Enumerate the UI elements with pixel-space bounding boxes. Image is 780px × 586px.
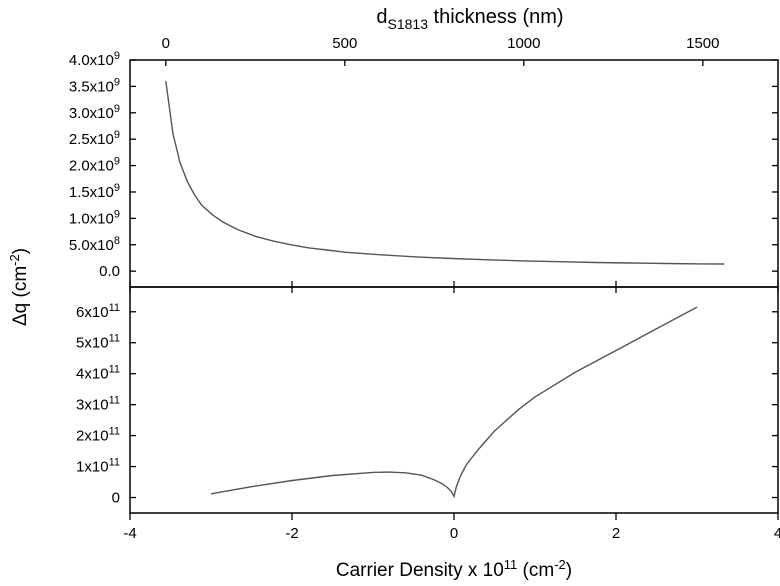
bottom-ytick-label-exp: 11 — [109, 457, 120, 469]
top-ytick-label-exp: 9 — [114, 208, 120, 220]
bottom-ytick-label-mant: 6x10 — [76, 304, 109, 321]
bottom-series-line — [210, 306, 698, 499]
bottom-ytick-label: 4x1011 — [76, 364, 120, 383]
top-ytick-label: 1.0x109 — [69, 208, 120, 227]
top-ytick-label: 3.0x109 — [69, 103, 120, 122]
top-ytick-label: 2.5x109 — [69, 129, 120, 148]
top-ytick-label-mant: 3.5x10 — [69, 78, 114, 95]
bottom-panel-frame — [129, 286, 779, 514]
bottom-ytick-label-mant: 4x10 — [76, 366, 109, 383]
top-ytick-label: 3.5x109 — [69, 76, 120, 95]
bottom-ytick-label-mant: 0 — [112, 490, 120, 507]
top-ytick-label-exp: 9 — [114, 182, 120, 194]
bottom-panel-ticks: -4 -2 0 2 401x10112x10113x10114x10115x10116x… — [76, 281, 780, 542]
top-ytick-label: 0.0 — [99, 263, 120, 280]
top-ytick-label: 2.0x109 — [69, 156, 120, 175]
bottom-ytick-label-mant: 2x10 — [76, 428, 109, 445]
y-axis-label-exp: -2 — [7, 254, 22, 266]
top-ytick-label-exp: 9 — [114, 129, 120, 141]
bottom-ytick-label: 0 — [112, 490, 120, 507]
top-ytick-label-mant: 2.5x10 — [69, 131, 114, 148]
top-panel-frame — [129, 59, 779, 288]
top-xtick-label: 0 — [162, 35, 170, 52]
top-xtick-label: 500 — [332, 35, 357, 52]
bottom-ytick-label-mant: 3x10 — [76, 397, 109, 414]
bottom-xtick-label: -2 — [285, 525, 298, 542]
bottom-ytick-label: 5x1011 — [76, 333, 120, 352]
top-axis-title-rest: thickness (nm) — [428, 6, 564, 28]
y-axis-label: Δq (cm-2) — [7, 248, 31, 326]
top-axis-title-sub: S1813 — [388, 16, 429, 32]
x-axis-label-main: Carrier Density x 10 — [336, 560, 504, 581]
top-ytick-label-exp: 9 — [114, 156, 120, 168]
bottom-ytick-label-exp: 11 — [109, 395, 120, 407]
top-ytick-label-exp: 9 — [114, 50, 120, 62]
bottom-xtick-label: -4 — [123, 525, 136, 542]
series-layer — [165, 81, 725, 499]
top-axis-title: dS1813 thickness (nm) — [376, 6, 563, 32]
top-ytick-label: 1.5x109 — [69, 182, 120, 201]
top-ytick-label-mant: 1.5x10 — [69, 184, 114, 201]
bottom-ytick-label-exp: 11 — [109, 364, 120, 376]
x-axis-label-close: ) — [566, 560, 572, 581]
top-ytick-label: 5.0x108 — [69, 235, 120, 254]
top-ytick-label-mant: 4.0x10 — [69, 52, 114, 69]
top-ytick-label-mant: 3.0x10 — [69, 105, 114, 122]
top-xtick-label: 1000 — [507, 35, 540, 52]
bottom-ytick-label: 1x1011 — [76, 457, 120, 476]
bottom-ytick-label-exp: 11 — [109, 333, 120, 345]
top-ytick-label-mant: 1.0x10 — [69, 210, 114, 227]
bottom-xtick-label: 2 — [612, 525, 620, 542]
bottom-xtick-label: 4 — [774, 525, 780, 542]
bottom-ytick-label-mant: 5x10 — [76, 335, 109, 352]
x-axis-label: Carrier Density x 1011 (cm-2) — [336, 557, 572, 581]
top-ytick-label-mant: 2.0x10 — [69, 158, 114, 175]
bottom-ytick-label: 3x1011 — [76, 395, 120, 414]
bottom-xtick-label: 0 — [450, 525, 458, 542]
top-ytick-label: 4.0x109 — [69, 50, 120, 69]
x-axis-label-unit-exp: -2 — [554, 557, 566, 572]
top-ytick-label-mant: 5.0x10 — [69, 237, 114, 254]
bottom-ytick-label-exp: 11 — [109, 302, 120, 314]
bottom-ytick-label-mant: 1x10 — [76, 459, 109, 476]
top-panel-ticks: 0.05.0x1081.0x1091.5x1092.0x1092.5x1093.… — [69, 35, 778, 280]
bottom-ytick-label-exp: 11 — [109, 426, 120, 438]
x-axis-label-exp: 11 — [504, 557, 518, 572]
top-ytick-label-exp: 8 — [114, 235, 120, 247]
y-axis-label-main: Δq (cm — [10, 266, 31, 326]
top-ytick-label-exp: 9 — [114, 103, 120, 115]
x-axis-label-unit: (cm — [517, 560, 554, 581]
top-ytick-label-exp: 9 — [114, 76, 120, 88]
bottom-ytick-label: 6x1011 — [76, 302, 120, 321]
top-xtick-label: 1500 — [686, 35, 719, 52]
top-series-line — [165, 81, 725, 265]
top-ytick-label-mant: 0.0 — [99, 263, 120, 280]
top-axis-title-main: d — [376, 6, 387, 28]
bottom-ytick-label: 2x1011 — [76, 426, 120, 445]
y-axis-label-close: ) — [10, 248, 31, 254]
